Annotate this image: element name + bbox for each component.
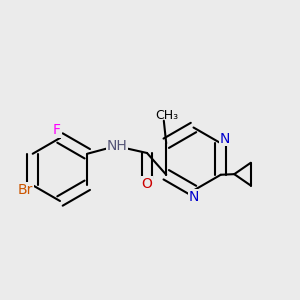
- Text: N: N: [188, 190, 199, 204]
- Text: N: N: [220, 132, 230, 146]
- Text: Br: Br: [17, 183, 33, 197]
- Text: O: O: [142, 177, 152, 191]
- Text: CH₃: CH₃: [155, 109, 178, 122]
- Text: F: F: [53, 124, 61, 137]
- Text: NH: NH: [106, 139, 128, 152]
